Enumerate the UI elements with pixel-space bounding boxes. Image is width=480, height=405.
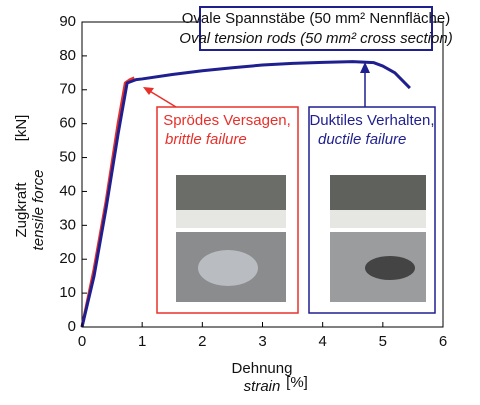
ruler (330, 210, 426, 228)
ruler (176, 210, 286, 228)
x-tick-label: 2 (198, 333, 206, 350)
y-tick-label: 0 (68, 318, 76, 335)
x-tick-label: 1 (138, 333, 146, 350)
x-unit: [%] (286, 374, 308, 391)
arrow (147, 89, 177, 108)
photo (330, 175, 426, 210)
chart-subtitle: Oval tension rods (50 mm² cross section) (179, 30, 452, 47)
annotation: Sprödes Versagen, (163, 112, 291, 129)
chart-title: Ovale Spannstäbe (50 mm² Nennfläche) (182, 10, 450, 27)
y-tick-label: 30 (59, 216, 76, 233)
photo (176, 175, 286, 210)
title-box (199, 6, 433, 51)
x-tick-label: 3 (258, 333, 266, 350)
series-line (80, 60, 411, 328)
y-label: Zugkraft (13, 182, 30, 238)
y-tick-label: 90 (59, 13, 76, 30)
annotation: Duktiles Verhalten, (309, 112, 434, 129)
x-tick-label: 4 (318, 333, 326, 350)
y-tick-label: 80 (59, 47, 76, 64)
arrow-head (360, 62, 370, 73)
annotation: ductile failure (318, 131, 406, 148)
fracture (198, 250, 258, 286)
x-label: strain (244, 378, 281, 395)
x-tick-label: 0 (78, 333, 86, 350)
y-tick-label: 60 (59, 115, 76, 132)
annotation: brittle failure (165, 131, 247, 148)
y-tick-label: 50 (59, 149, 76, 166)
x-tick-label: 6 (439, 333, 447, 350)
fracture (365, 256, 415, 280)
y-tick-label: 20 (59, 250, 76, 267)
x-tick-label: 5 (379, 333, 387, 350)
arrow-head (143, 87, 154, 95)
y-unit: [kN] (13, 115, 30, 142)
y-tick-label: 70 (59, 81, 76, 98)
y-label: tensile force (30, 170, 47, 251)
y-tick-label: 10 (59, 284, 76, 301)
y-tick-label: 40 (59, 182, 76, 199)
x-label: Dehnung (232, 360, 293, 377)
